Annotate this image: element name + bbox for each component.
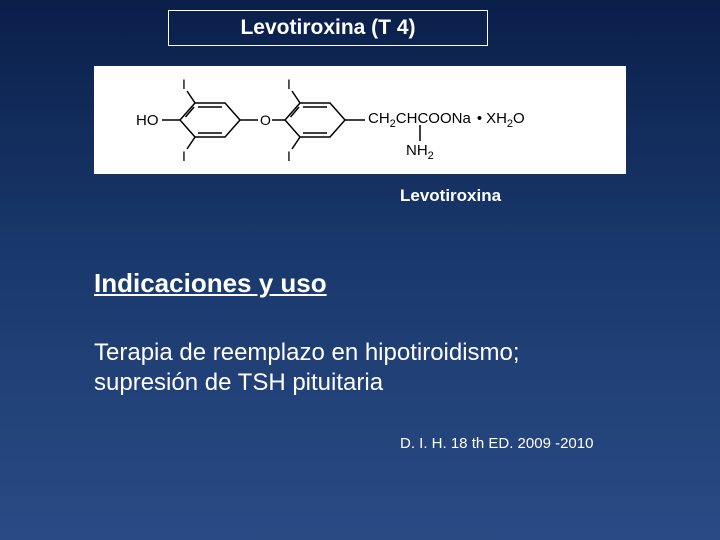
label-NH-sub: 2 bbox=[428, 150, 434, 162]
svg-text:CH2CHCOONa•XH2O: CH2CHCOONa•XH2O bbox=[368, 110, 525, 130]
label-Oend: O bbox=[513, 110, 525, 127]
label-O: O bbox=[260, 112, 271, 128]
label-dot: • bbox=[477, 110, 482, 127]
label-CH2: CH bbox=[368, 110, 390, 127]
label-I4: I bbox=[287, 148, 291, 164]
label-HO: HO bbox=[136, 112, 159, 129]
label-NH: NH bbox=[406, 142, 428, 159]
body-text: Terapia de reemplazo en hipotiroidismo; … bbox=[94, 338, 634, 398]
label-I1: I bbox=[182, 76, 186, 92]
label-XH: XH bbox=[486, 110, 507, 127]
label-CHCOONa: CHCOONa bbox=[396, 110, 472, 127]
chemical-structure-svg: HO I I O I I CH2CHCOONa•XH2O NH2 bbox=[110, 73, 610, 167]
label-I3: I bbox=[287, 76, 291, 92]
section-heading: Indicaciones y uso bbox=[94, 268, 327, 299]
slide-title: Levotiroxina (T 4) bbox=[240, 16, 415, 40]
label-I2: I bbox=[182, 148, 186, 164]
formula-caption: Levotiroxina bbox=[400, 186, 501, 206]
svg-text:NH2: NH2 bbox=[406, 142, 434, 162]
citation: D. I. H. 18 th ED. 2009 -2010 bbox=[400, 435, 593, 452]
body-line-2: supresión de TSH pituitaria bbox=[94, 369, 383, 396]
chemical-formula-box: HO I I O I I CH2CHCOONa•XH2O NH2 bbox=[94, 66, 626, 174]
body-line-1: Terapia de reemplazo en hipotiroidismo; bbox=[94, 339, 520, 366]
title-box: Levotiroxina (T 4) bbox=[168, 10, 488, 46]
